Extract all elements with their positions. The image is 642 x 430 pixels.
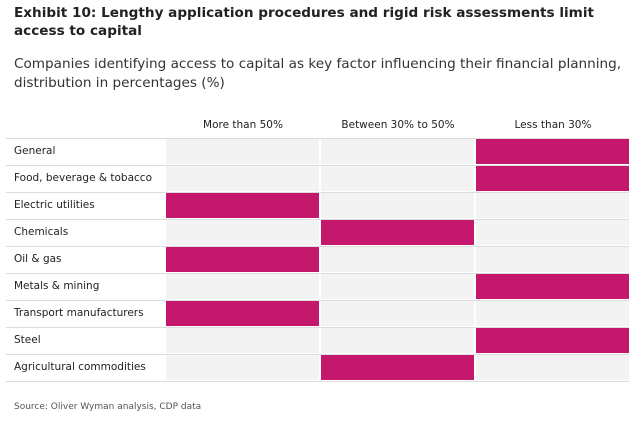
highlighted-cell	[476, 166, 629, 191]
row-label: Transport manufacturers	[14, 307, 144, 319]
row-divider	[6, 354, 629, 355]
highlighted-cell	[321, 355, 474, 380]
highlighted-cell	[321, 220, 474, 245]
empty-cell	[166, 355, 319, 380]
empty-cell	[476, 301, 629, 326]
row-divider	[6, 273, 629, 274]
empty-cell	[321, 166, 474, 191]
highlighted-cell	[476, 274, 629, 299]
row-divider	[6, 246, 629, 247]
empty-cell	[476, 220, 629, 245]
row-label: Food, beverage & tobacco	[14, 172, 153, 184]
empty-cell	[166, 166, 319, 191]
empty-cell	[321, 247, 474, 272]
column-header: More than 50%	[203, 119, 283, 131]
row-label: Steel	[14, 334, 41, 346]
row-label: Agricultural commodities	[14, 361, 146, 373]
empty-cell	[321, 301, 474, 326]
row-label: General	[14, 145, 56, 157]
highlighted-cell	[166, 247, 319, 272]
empty-cell	[166, 328, 319, 353]
empty-cell	[166, 139, 319, 164]
row-divider	[6, 165, 629, 166]
empty-cell	[321, 274, 474, 299]
empty-cell	[476, 193, 629, 218]
empty-cell	[476, 247, 629, 272]
row-divider	[6, 138, 629, 139]
row-label: Chemicals	[14, 226, 69, 238]
empty-cell	[166, 220, 319, 245]
row-label: Electric utilities	[14, 199, 95, 211]
empty-cell	[166, 274, 319, 299]
column-header: Less than 30%	[514, 119, 592, 131]
row-divider	[6, 327, 629, 328]
row-divider	[6, 381, 629, 382]
column-header: Between 30% to 50%	[341, 119, 455, 131]
empty-cell	[321, 193, 474, 218]
empty-cell	[321, 328, 474, 353]
chart-title: Exhibit 10: Lengthy application procedur…	[14, 5, 594, 39]
row-label: Oil & gas	[14, 253, 62, 265]
row-divider	[6, 300, 629, 301]
empty-cell	[476, 355, 629, 380]
row-label: Metals & mining	[14, 280, 100, 292]
empty-cell	[321, 139, 474, 164]
row-divider	[6, 192, 629, 193]
highlighted-cell	[166, 193, 319, 218]
row-divider	[6, 219, 629, 220]
highlighted-cell	[476, 328, 629, 353]
source-note: Source: Oliver Wyman analysis, CDP data	[14, 402, 202, 412]
highlighted-cell	[166, 301, 319, 326]
chart-subtitle: Companies identifying access to capital …	[14, 56, 622, 91]
highlighted-cell	[476, 139, 629, 164]
